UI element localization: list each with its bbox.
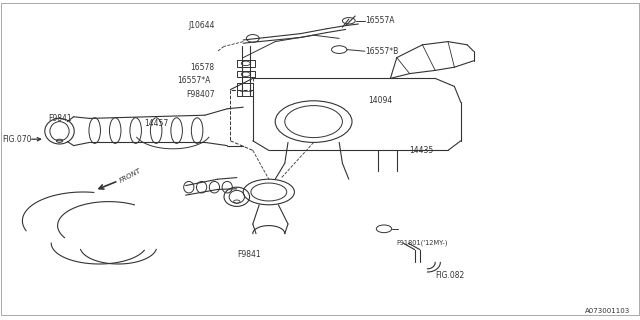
- Text: 16557*A: 16557*A: [177, 76, 211, 84]
- Text: FIG.082: FIG.082: [435, 271, 465, 280]
- Text: 16557*B: 16557*B: [365, 47, 398, 56]
- FancyBboxPatch shape: [237, 60, 255, 67]
- Text: 14435: 14435: [410, 146, 434, 155]
- Text: 14094: 14094: [368, 96, 392, 105]
- FancyBboxPatch shape: [237, 71, 255, 77]
- Text: F91801('12MY-): F91801('12MY-): [397, 240, 448, 246]
- Text: F98407: F98407: [186, 90, 214, 99]
- Text: 14457: 14457: [144, 119, 168, 128]
- Text: A073001103: A073001103: [585, 308, 630, 314]
- FancyBboxPatch shape: [237, 83, 253, 96]
- Text: 16578: 16578: [190, 63, 214, 72]
- Text: 16557A: 16557A: [365, 16, 394, 25]
- Text: F9841: F9841: [237, 250, 260, 259]
- Text: F9841: F9841: [48, 114, 72, 123]
- Text: J10644: J10644: [188, 21, 214, 30]
- Text: FRONT: FRONT: [118, 167, 142, 184]
- Text: FIG.070: FIG.070: [2, 135, 31, 144]
